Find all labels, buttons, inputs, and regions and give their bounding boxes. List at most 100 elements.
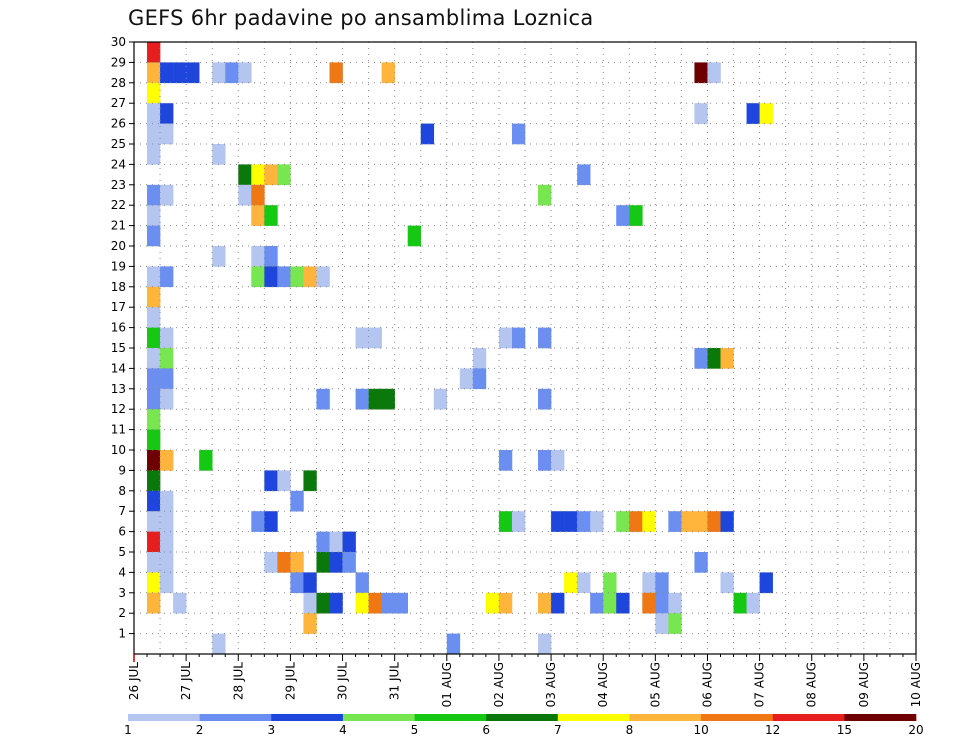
heatmap-cell — [577, 511, 591, 532]
heatmap-cell — [368, 388, 382, 410]
heatmap-cell — [147, 62, 161, 84]
heatmap-cell — [538, 592, 552, 614]
colorbar-swatch — [844, 714, 917, 721]
heatmap-cell — [694, 348, 708, 369]
heatmap-cell — [160, 552, 174, 573]
heatmap-cell — [147, 450, 161, 471]
heatmap-cell — [147, 511, 161, 532]
heatmap-cell — [603, 572, 617, 594]
y-tick-label: 7 — [118, 504, 126, 518]
heatmap-cell — [629, 205, 643, 226]
x-tick-label: 02 AUG — [492, 662, 506, 707]
heatmap-cell — [147, 144, 161, 165]
x-tick-label: 09 AUG — [857, 662, 871, 707]
heatmap-cell — [707, 511, 721, 532]
heatmap-cell — [147, 307, 161, 328]
y-tick-label: 30 — [111, 35, 126, 49]
heatmap-cell — [342, 552, 356, 573]
heatmap-cell — [498, 327, 513, 349]
heatmap-cell — [498, 511, 513, 532]
heatmap-cell — [251, 246, 265, 267]
heatmap-cell — [264, 266, 278, 288]
colorbar-swatch — [772, 714, 845, 721]
heatmap-cell — [681, 511, 695, 532]
heatmap-cell — [616, 511, 630, 532]
heatmap-cell — [551, 511, 565, 532]
heatmap-cell — [147, 490, 161, 512]
heatmap-cell — [316, 552, 330, 573]
heatmap-cell — [316, 388, 330, 410]
heatmap-cell — [147, 327, 161, 349]
x-tick-label: 31 JUL — [388, 662, 402, 700]
heatmap-cell — [160, 572, 174, 594]
heatmap-cell — [264, 205, 278, 226]
heatmap-cell — [303, 572, 317, 594]
heatmap-cell — [707, 348, 721, 369]
heatmap-cell — [147, 552, 161, 573]
colorbar-label: 12 — [765, 723, 780, 737]
y-tick-label: 20 — [111, 239, 126, 253]
heatmap-cell — [720, 348, 734, 369]
colorbar-label: 8 — [626, 723, 634, 737]
x-tick-label: 26 JUL — [127, 662, 141, 700]
heatmap-cell — [551, 450, 565, 471]
heatmap-cell — [160, 348, 174, 369]
heatmap-cell — [212, 633, 226, 655]
heatmap-cell — [538, 327, 552, 349]
colorbar-swatch — [414, 714, 487, 721]
heatmap-cell — [759, 572, 773, 594]
heatmap-cell — [498, 592, 513, 614]
y-tick-label: 6 — [118, 525, 126, 539]
heatmap-cell — [368, 592, 382, 614]
heatmap-cell — [629, 511, 643, 532]
heatmap-cell — [759, 103, 773, 124]
heatmap-cell — [642, 592, 656, 614]
heatmap-cell — [394, 592, 408, 614]
colorbar-label: 4 — [339, 723, 347, 737]
heatmap-cell — [147, 82, 161, 104]
colorbar-label: 5 — [411, 723, 419, 737]
heatmap-cell — [616, 205, 630, 226]
colorbar-swatch — [701, 714, 774, 721]
y-tick-label: 23 — [111, 178, 126, 192]
heatmap-cell — [147, 123, 161, 145]
heatmap-cell — [316, 592, 330, 614]
colorbar-label: 20 — [908, 723, 923, 737]
heatmap-cell — [381, 388, 395, 410]
heatmap-cell — [147, 409, 161, 430]
heatmap-cell — [303, 592, 317, 614]
colorbar-swatch — [271, 714, 344, 721]
heatmap-cell — [147, 388, 161, 410]
colorbar-label: 10 — [693, 723, 708, 737]
y-tick-label: 13 — [111, 382, 126, 396]
heatmap-cell — [433, 388, 448, 410]
heatmap-cell — [147, 42, 161, 63]
heatmap-cell — [147, 184, 161, 206]
y-tick-label: 5 — [118, 545, 126, 559]
heatmap-cell — [290, 552, 304, 573]
heatmap-cell — [355, 388, 369, 410]
y-tick-label: 1 — [118, 627, 126, 641]
heatmap-cell — [160, 511, 174, 532]
y-tick-label: 24 — [111, 157, 126, 171]
colorbar-swatch — [629, 714, 702, 721]
heatmap-cell — [160, 266, 174, 288]
heatmap-cell — [655, 592, 669, 614]
heatmap-cell — [173, 62, 187, 84]
x-tick-label: 03 AUG — [544, 662, 558, 707]
heatmap-cell — [694, 62, 708, 84]
x-tick-label: 08 AUG — [805, 662, 819, 707]
y-tick-label: 15 — [111, 341, 126, 355]
heatmap-cell — [538, 450, 552, 471]
heatmap-cell — [147, 266, 161, 288]
heatmap-cell — [277, 266, 291, 288]
heatmap-cell — [538, 184, 552, 206]
heatmap-cell — [238, 184, 252, 206]
x-tick-label: 01 AUG — [440, 662, 454, 707]
colorbar-swatch — [342, 714, 415, 721]
heatmap-cell — [485, 592, 500, 614]
y-tick-label: 25 — [111, 137, 126, 151]
heatmap-cell — [746, 103, 760, 124]
heatmap-cell — [160, 531, 174, 553]
y-tick-label: 10 — [111, 443, 126, 457]
